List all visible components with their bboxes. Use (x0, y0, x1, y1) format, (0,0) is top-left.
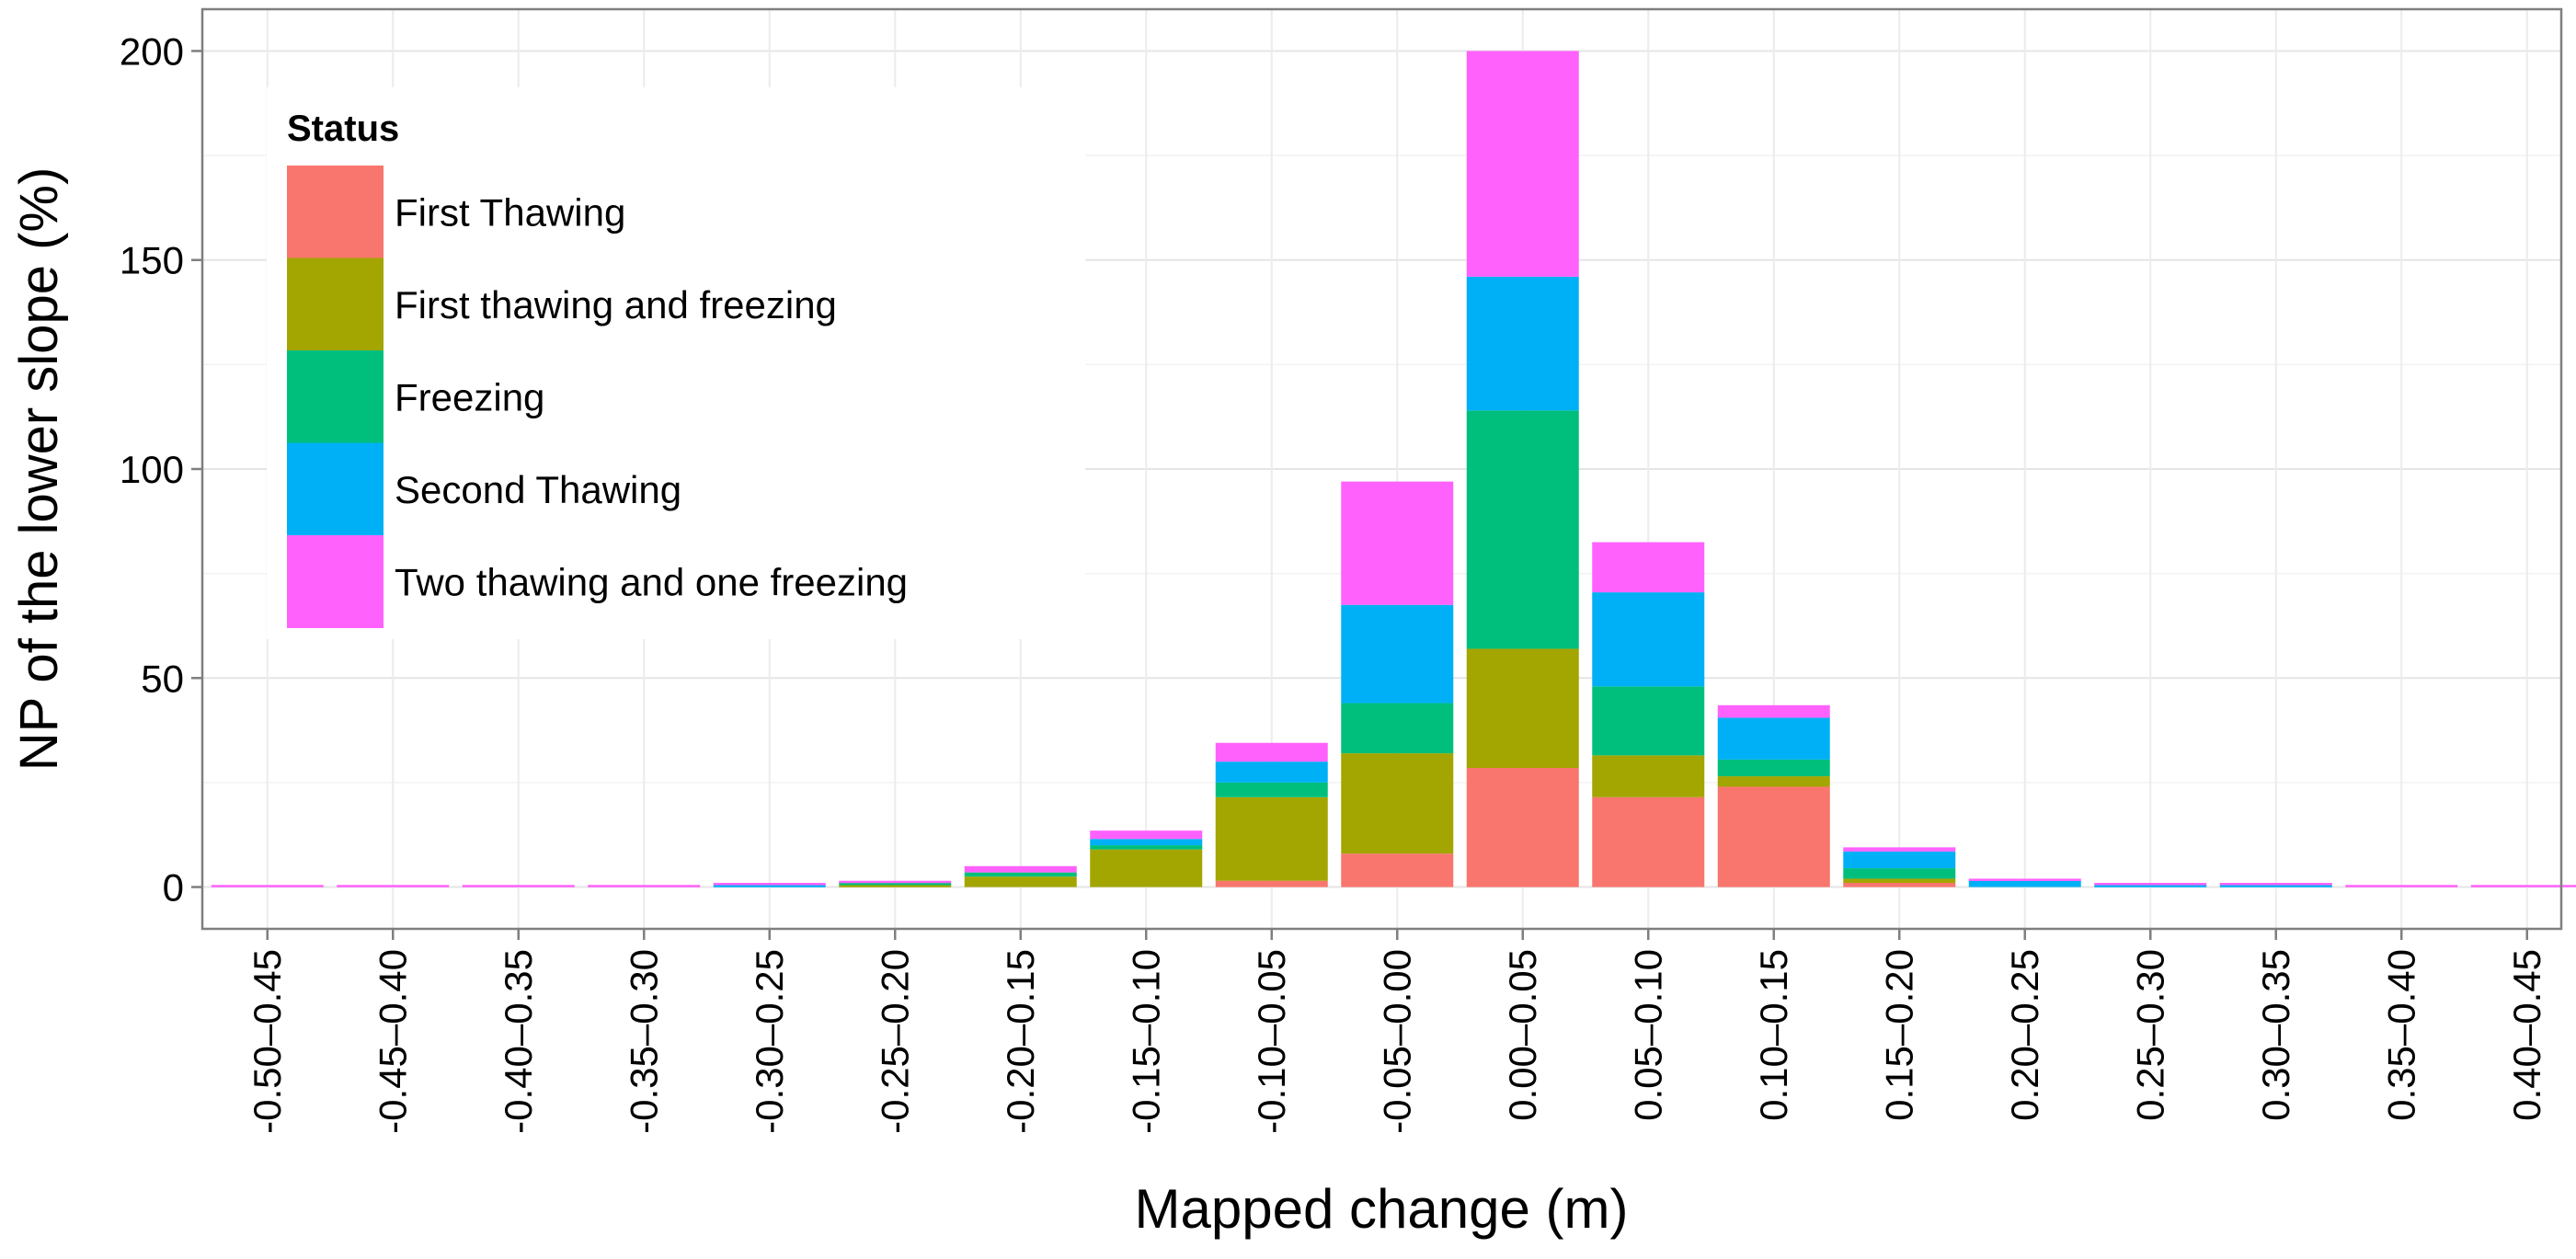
y-tick-label: 200 (120, 29, 184, 73)
bar-segment (1717, 776, 1830, 787)
x-axis-label: Mapped change (m) (1135, 1178, 1629, 1240)
bar-segment (1592, 542, 1705, 593)
bar-segment (839, 880, 952, 884)
legend: Status First Thawing First thawing and fr… (267, 87, 1085, 639)
bar-segment (1717, 759, 1830, 777)
bar-segment (1592, 755, 1705, 797)
bar-segment (1843, 868, 1956, 879)
bar-segment (1215, 796, 1328, 881)
legend-label: First thawing and freezing (395, 283, 837, 326)
bar-segment (964, 876, 1077, 887)
bar-segment (1466, 410, 1579, 649)
x-tick-label: -0.50–0.45 (246, 949, 289, 1134)
legend-label: Second Thawing (395, 468, 681, 511)
x-tick-label: 0.30–0.35 (2254, 949, 2297, 1121)
bar-segment (1843, 847, 1956, 852)
x-tick-label: 0.00–0.05 (1501, 949, 1544, 1121)
x-tick-label: -0.15–0.10 (1124, 949, 1167, 1134)
x-tick-label: -0.10–0.05 (1250, 949, 1293, 1134)
bar-segment (588, 885, 701, 887)
x-tick-label: 0.35–0.40 (2379, 949, 2422, 1121)
bar-segment (1090, 845, 1203, 850)
bar-segment (1341, 853, 1454, 887)
bar-segment (1843, 851, 1956, 869)
bar-segment (2219, 883, 2332, 886)
x-tick-label: 0.05–0.10 (1626, 949, 1669, 1121)
y-axis-label: NP of the lower slope (%) (9, 167, 69, 772)
x-tick-label: 0.25–0.30 (2128, 949, 2171, 1121)
bar-segment (1341, 604, 1454, 704)
bar-segment (964, 865, 1077, 873)
bar-segment (1090, 849, 1203, 887)
x-tick-label: 0.40–0.45 (2505, 949, 2548, 1121)
bar-segment (1466, 276, 1579, 411)
x-tick-label: -0.05–0.00 (1375, 949, 1418, 1134)
legend-key (287, 166, 384, 258)
bar-segment (839, 883, 952, 886)
y-tick-label: 150 (120, 239, 184, 282)
bar-segment (1341, 481, 1454, 605)
x-tick-label: -0.30–0.25 (748, 949, 791, 1134)
legend-key (287, 350, 384, 443)
bar-segment (2094, 883, 2207, 886)
bar-segment (839, 885, 952, 887)
bar-segment (211, 885, 324, 887)
bar-segment (2094, 885, 2207, 887)
x-axis: -0.50–0.45 -0.45–0.40 -0.40–0.35 -0.35–0.30… (246, 929, 2548, 1134)
y-tick-label: 50 (141, 657, 184, 700)
y-tick-label: 100 (120, 448, 184, 491)
bar-segment (1843, 883, 1956, 887)
x-tick-label: -0.45–0.40 (371, 949, 414, 1134)
bar-segment (713, 883, 826, 886)
bar-segment (1592, 796, 1705, 887)
legend-title: Status (287, 109, 399, 149)
legend-key (287, 258, 384, 351)
legend-key (287, 442, 384, 536)
bar-segment (2345, 885, 2458, 887)
bar-segment (1968, 880, 2081, 887)
bar-segment (1215, 880, 1328, 887)
bar-segment (1717, 717, 1830, 760)
bar-segment (1466, 648, 1579, 768)
bar-segment (1215, 782, 1328, 797)
legend-background (267, 87, 1085, 639)
bar-segment (1592, 686, 1705, 756)
bar-segment (1717, 786, 1830, 887)
x-tick-label: -0.35–0.30 (622, 949, 665, 1134)
x-tick-label: 0.20–0.25 (2003, 949, 2046, 1121)
legend-items: First Thawing First thawing and freezing F… (287, 166, 908, 628)
bar-segment (2470, 885, 2576, 887)
x-tick-label: -0.25–0.20 (873, 949, 916, 1134)
bar-segment (1968, 878, 2081, 881)
legend-label: Freezing (395, 375, 544, 418)
bar-segment (964, 872, 1077, 877)
bar-segment (337, 885, 450, 887)
bar-segment (1592, 592, 1705, 687)
bar-segment (1341, 703, 1454, 754)
bar-segment (1717, 704, 1830, 718)
bars-group (211, 51, 2576, 887)
bar-segment (1090, 839, 1203, 846)
bar-segment (2219, 885, 2332, 887)
bar-segment (462, 885, 575, 887)
bar-segment (713, 885, 826, 887)
bar-segment (1090, 830, 1203, 840)
bar-segment (1215, 742, 1328, 762)
x-tick-label: 0.10–0.15 (1752, 949, 1795, 1121)
bar-segment (1466, 768, 1579, 887)
bar-segment (1466, 51, 1579, 277)
legend-label: Two thawing and one freezing (395, 560, 908, 603)
x-tick-label: 0.15–0.20 (1877, 949, 1920, 1121)
y-axis: 0 50 100 150 200 (120, 29, 202, 910)
bar-segment (1341, 753, 1454, 854)
legend-key (287, 535, 384, 628)
bar-segment (1843, 878, 1956, 883)
x-tick-label: -0.20–0.15 (999, 949, 1042, 1134)
x-tick-label: -0.40–0.35 (497, 949, 540, 1134)
legend-label: First Thawing (395, 190, 625, 234)
bar-segment (1215, 761, 1328, 783)
y-tick-label: 0 (163, 866, 184, 910)
